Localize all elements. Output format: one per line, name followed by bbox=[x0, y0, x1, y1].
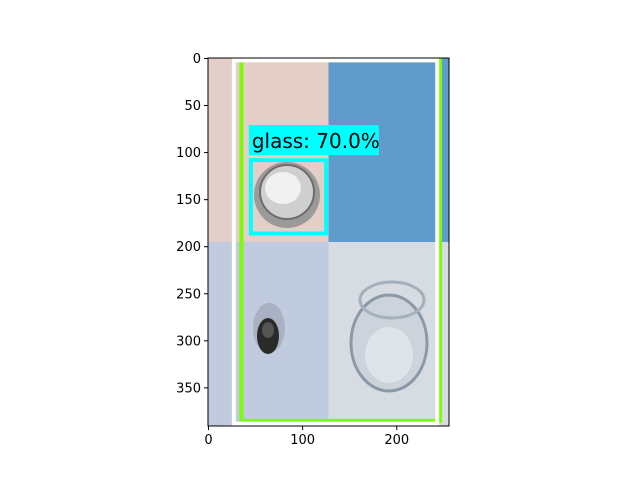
jar-object bbox=[253, 303, 285, 354]
y-tick-label: 250 bbox=[176, 287, 201, 302]
can-object bbox=[254, 162, 320, 228]
y-tick-label: 0 bbox=[193, 52, 201, 67]
detection-label-background bbox=[248, 125, 379, 156]
y-tick-label: 50 bbox=[184, 99, 201, 114]
y-axis: 0 50 100 150 200 250 300 350 bbox=[176, 52, 208, 396]
x-tick-label: 0 bbox=[204, 433, 212, 448]
glass-jar-object bbox=[349, 280, 429, 393]
x-axis: 0 100 200 bbox=[204, 426, 409, 448]
axes-frame bbox=[207, 57, 450, 427]
y-tick-label: 200 bbox=[176, 240, 201, 255]
detection-box-0: glass: 70.0% bbox=[248, 125, 380, 236]
x-tick-label: 200 bbox=[384, 433, 409, 448]
y-tick-label: 350 bbox=[176, 381, 201, 396]
y-tick-label: 150 bbox=[176, 193, 201, 208]
detection-label: glass: 70.0% bbox=[252, 129, 380, 153]
detection-box-rect bbox=[248, 158, 329, 236]
detection-boxes: glass: 70.0% bbox=[231, 58, 443, 426]
x-tick-label: 100 bbox=[290, 433, 315, 448]
scene-objects bbox=[253, 162, 429, 393]
y-tick-label: 300 bbox=[176, 334, 201, 349]
y-tick-label: 100 bbox=[176, 146, 201, 161]
detection-box-rect bbox=[231, 58, 440, 426]
detection-box-2 bbox=[231, 58, 440, 426]
